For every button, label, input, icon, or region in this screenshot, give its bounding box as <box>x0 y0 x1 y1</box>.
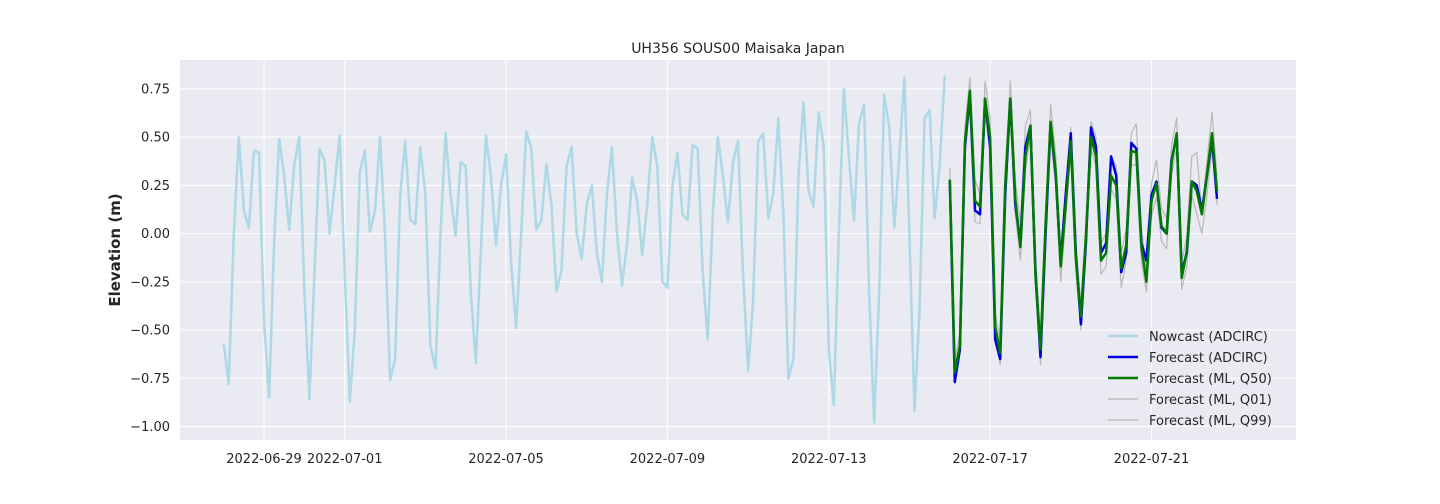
legend-label: Forecast (ML, Q01) <box>1149 393 1272 408</box>
x-tick-label: 2022-07-21 <box>1114 452 1190 467</box>
x-tick-label: 2022-07-01 <box>307 452 383 467</box>
y-tick-label: −1.00 <box>130 420 170 435</box>
x-tick-label: 2022-06-29 <box>226 452 302 467</box>
legend-label: Forecast (ML, Q50) <box>1149 372 1272 387</box>
y-axis-label: Elevation (m) <box>106 193 124 306</box>
y-tick-label: 0.50 <box>141 131 170 146</box>
x-tick-label: 2022-07-13 <box>791 452 867 467</box>
legend-label: Nowcast (ADCIRC) <box>1149 330 1268 345</box>
y-tick-label: −0.75 <box>130 372 170 387</box>
y-tick-label: −0.50 <box>130 324 170 339</box>
series-line <box>948 89 1219 374</box>
series-line <box>222 75 946 424</box>
legend-label: Forecast (ML, Q99) <box>1149 414 1272 429</box>
x-tick-label: 2022-07-05 <box>468 452 544 467</box>
legend-label: Forecast (ADCIRC) <box>1149 351 1268 366</box>
x-tick-label: 2022-07-09 <box>630 452 706 467</box>
series-layer <box>222 75 1219 424</box>
legend: Nowcast (ADCIRC) Forecast (ADCIRC) Forecas… <box>1108 330 1272 429</box>
plot-area <box>180 60 1296 440</box>
y-tick-label: 0.00 <box>141 227 170 242</box>
x-tick-label: 2022-07-17 <box>952 452 1028 467</box>
y-tick-label: 0.25 <box>141 179 170 194</box>
y-tick-label: −0.25 <box>130 275 170 290</box>
y-tick-label: 0.75 <box>141 82 170 97</box>
chart-title: UH356 SOUS00 Maisaka Japan <box>631 41 845 57</box>
tick-labels: 0.75 0.50 0.25 0.00 −0.25 −0.50 −0.75 −1.00 2022… <box>130 82 1189 467</box>
